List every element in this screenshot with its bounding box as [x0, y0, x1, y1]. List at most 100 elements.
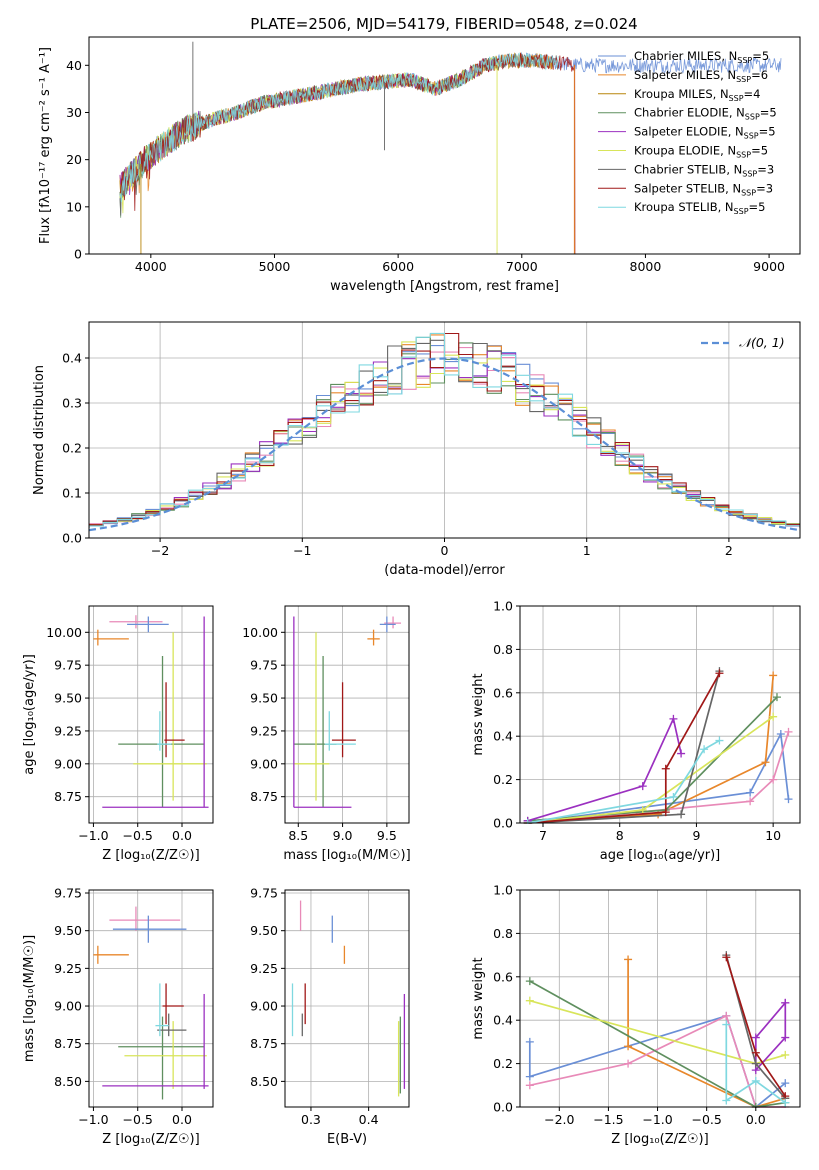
legend-label-tail: =3 [757, 162, 774, 176]
x-tick-label: −2.0 [544, 1112, 574, 1127]
error-bar-point-6 [164, 682, 185, 758]
y-tick-label: 0.6 [493, 969, 513, 984]
legend-entry-0: Chabrier MILES, NSSP=5 [598, 49, 769, 65]
y-tick-label: 9.75 [54, 886, 82, 901]
spectrum-lines [119, 41, 782, 254]
legend-entry-6: Chabrier STELIB, NSSP=3 [598, 162, 774, 178]
weight-marker [772, 693, 781, 702]
y-tick-label: 8.75 [54, 1036, 82, 1051]
error-bar-point-0 [367, 629, 380, 646]
weight-marker [624, 955, 633, 964]
x-tick-label: 9 [692, 828, 700, 843]
legend-label-sub: SSP [744, 132, 759, 141]
y-tick-label: 0.8 [493, 642, 513, 657]
x-tick-label: 9.5 [377, 828, 397, 843]
x-tick-label: −1.5 [593, 1112, 623, 1127]
y-tick-label: 0.8 [493, 926, 513, 941]
weight-marker [784, 727, 793, 736]
y-tick-label: 0.4 [493, 1013, 513, 1028]
error-bar-point-7 [157, 1013, 187, 1037]
normal-curve [89, 357, 800, 532]
y-tick-label: 9.50 [250, 691, 278, 706]
axes-frame [88, 605, 214, 824]
weight-marker [751, 1059, 760, 1068]
axes-frame [519, 889, 801, 1108]
figure-title: PLATE=2506, MJD=54179, FIBERID=0548, z=0… [250, 15, 637, 33]
y-tick-label: 9.00 [250, 756, 278, 771]
y-tick-label: 1.0 [493, 599, 513, 614]
legend-label-sub: SSP [734, 207, 749, 216]
y-axis-label: mass weight [471, 673, 486, 755]
legend-entry-8: Kroupa STELIB, NSSP=5 [598, 200, 765, 216]
y-tick-label: 0.2 [62, 441, 82, 456]
x-tick-label: 8 [616, 828, 624, 843]
axes-frame [88, 36, 801, 255]
y-tick-label: 9.00 [54, 999, 82, 1014]
error-bar-point-4 [133, 632, 207, 801]
weight-marker [722, 1011, 731, 1020]
weight-marker [677, 749, 686, 758]
y-tick-label: 0.4 [62, 351, 82, 366]
error-bar-point-8 [155, 983, 169, 1037]
x-tick-label: 0.4 [359, 1112, 379, 1127]
x-tick-label: 6000 [382, 259, 414, 274]
legend-label-sub: SSP [729, 94, 744, 103]
error-bar-point-4 [293, 632, 330, 801]
error-bar-point-2 [379, 616, 396, 633]
legend-entry-1: Salpeter MILES, NSSP=6 [598, 68, 768, 84]
weight-marker [715, 736, 724, 745]
error-bar-point-1 [109, 615, 163, 629]
error-bar-point-6 [162, 983, 184, 1025]
residual-legend: 𝒩(0, 1) [701, 335, 785, 350]
error-bar-point-0 [93, 945, 129, 964]
x-tick-label: 9.0 [333, 828, 353, 843]
legend-label-main: Salpeter ELODIE, N [634, 125, 744, 139]
error-bars [291, 900, 406, 1097]
error-bar-point-1 [109, 906, 181, 931]
x-axis-label: E(B-V) [327, 1132, 367, 1147]
spectrum-panel: 4000 5000 6000 7000 8000 9000 0 10 20 30 40 wavelen… [38, 36, 801, 294]
error-bar-point-4 [124, 1021, 207, 1089]
error-bar-point-2 [112, 915, 187, 943]
weight-marker [722, 953, 731, 962]
y-axis-label: mass [log₁₀(M/M☉)] [22, 935, 37, 1062]
legend-label-main: Salpeter MILES, N [634, 68, 736, 82]
legend-entry-4: Salpeter ELODIE, NSSP=5 [598, 125, 776, 141]
legend-label: Kroupa STELIB, NSSP=5 [634, 200, 765, 216]
weight-series-8 [527, 739, 720, 824]
y-tick-label: 0.6 [493, 685, 513, 700]
weight-marker [661, 808, 670, 817]
y-tick-label: 9.25 [250, 723, 278, 738]
x-tick-label: 0.0 [172, 1112, 192, 1127]
weight-marker [761, 758, 770, 767]
age-vs-metallicity-panel: −1.0 −0.5 0.0 8.75 9.00 9.25 9.50 9.75 10.00 Z [l… [22, 605, 214, 863]
x-tick-label: 5000 [259, 259, 291, 274]
x-axis-label: wavelength [Angstrom, rest frame] [330, 279, 559, 294]
error-bar-point-7 [157, 711, 172, 751]
weight-marker [700, 745, 709, 754]
y-tick-label: 0.3 [62, 396, 82, 411]
y-tick-label: 20 [66, 152, 82, 167]
weight-marker [751, 1033, 760, 1042]
y-tick-label: 40 [66, 58, 82, 73]
weight-marker [722, 1096, 731, 1105]
y-tick-label: 0.4 [493, 729, 513, 744]
x-tick-label: −1 [293, 543, 311, 558]
y-tick-label: 0.0 [62, 531, 82, 546]
x-tick-label: 10 [765, 828, 781, 843]
error-bars [293, 616, 402, 808]
legend-label: Chabrier MILES, NSSP=5 [634, 49, 769, 65]
weight-series-7 [527, 672, 721, 824]
y-axis-label: Flux [fλ10⁻¹⁷ erg cm⁻² s⁻¹ A⁻¹] [38, 47, 53, 244]
weight-marker [715, 669, 724, 678]
y-tick-label: 8.75 [250, 789, 278, 804]
mass-vs-ebv-panel: 0.3 0.4 8.50 8.75 9.00 9.25 9.50 9.75 E(B-V) [250, 886, 410, 1147]
y-tick-label: 0.2 [493, 1056, 513, 1071]
error-bar-point-5 [293, 616, 352, 808]
weight-marker [751, 1048, 760, 1057]
weight-marker [769, 775, 778, 784]
weight-vs-age-panel: 7 8 9 10 0.0 0.2 0.4 0.6 0.8 1.0 age [log₁₀(age/yr… [471, 599, 801, 863]
weight-vs-metallicity-panel: −2.0 −1.5 −1.0 −0.5 0.0 0.0 0.2 0.4 0.6 0.8 1.0 Z [… [471, 883, 801, 1147]
weight-marker [661, 764, 670, 773]
